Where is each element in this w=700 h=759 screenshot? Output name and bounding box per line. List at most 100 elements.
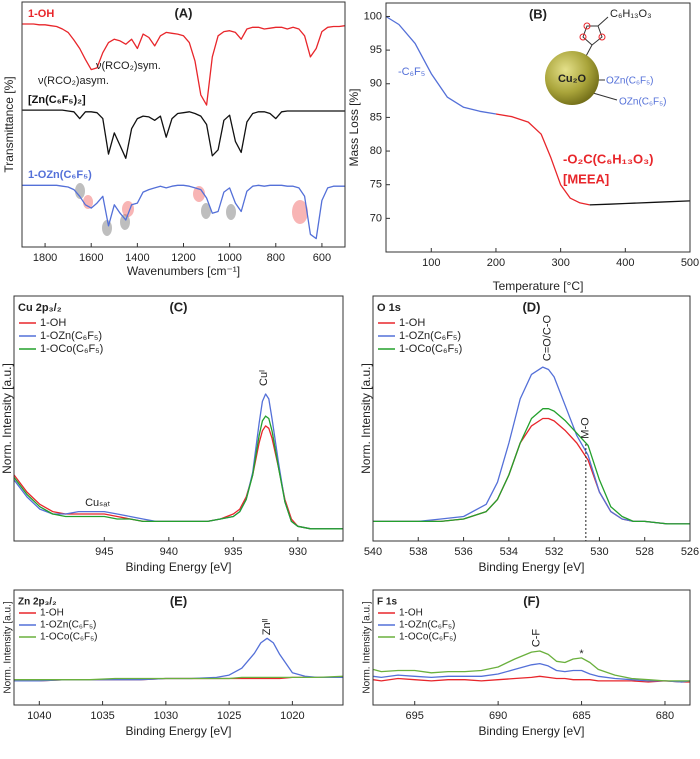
line-series xyxy=(22,184,345,240)
x-tick-label: 685 xyxy=(572,710,590,722)
x-tick-label: 935 xyxy=(224,546,242,558)
y-axis-label: Norm. Intensity [a.u.] xyxy=(3,601,14,693)
legend-label: 1-OCo(C₆F₅) xyxy=(399,632,457,643)
ring xyxy=(582,25,603,46)
line-series xyxy=(22,23,346,106)
x-tick-label: 600 xyxy=(313,252,331,264)
line-series xyxy=(385,15,497,115)
x-axis-label: Binding Energy [eV] xyxy=(478,724,584,738)
trace-label: [Zn(C₆F₅)₂] xyxy=(28,94,86,106)
highlight xyxy=(102,220,112,236)
panel-title: (F) xyxy=(523,593,540,608)
x-axis-label: Binding Energy [eV] xyxy=(125,560,231,574)
line-series xyxy=(14,675,344,681)
panel-subtitle: Cu 2p₃/₂ xyxy=(18,302,62,314)
inset-label: OZn(C₆F₅) xyxy=(606,76,654,87)
legend-label: 1-OZn(C₆F₅) xyxy=(399,620,455,631)
x-tick-label: 1400 xyxy=(125,252,149,264)
line-series xyxy=(373,366,690,525)
x-tick-label: 200 xyxy=(487,257,505,269)
x-tick-label: 536 xyxy=(454,546,472,558)
x-axis-label: Wavenumbers [cm⁻¹] xyxy=(127,264,240,278)
panel-title: (D) xyxy=(522,299,540,314)
x-tick-label: 1600 xyxy=(79,252,103,264)
x-axis-label: Binding Energy [eV] xyxy=(125,724,231,738)
x-tick-label: 100 xyxy=(422,257,440,269)
line-series xyxy=(372,675,690,683)
x-axis-label: Temperature [°C] xyxy=(493,279,584,293)
plot-frame xyxy=(13,295,344,542)
legend-label: 1-OCo(C₆F₅) xyxy=(399,343,462,355)
x-tick-label: 1030 xyxy=(154,710,178,722)
ir-highlights xyxy=(75,183,308,236)
legend-label: 1-OZn(C₆F₅) xyxy=(40,620,96,631)
legend-label: 1-OCo(C₆F₅) xyxy=(40,343,103,355)
annotation: M-O xyxy=(580,417,592,439)
inset-label: Cu₂O xyxy=(558,73,587,85)
plot-frame xyxy=(372,295,691,542)
line-series xyxy=(13,393,343,530)
x-tick-label: 1020 xyxy=(280,710,304,722)
line-series xyxy=(13,415,343,530)
x-tick-label: 940 xyxy=(160,546,178,558)
x-tick-label: 930 xyxy=(289,546,307,558)
inset: Cu₂O C₆H₁₃O₃ OZn(C₆F₅) OZn(C₆F₅) xyxy=(545,8,667,108)
line-series xyxy=(373,408,690,525)
x-tick-label: 800 xyxy=(267,252,285,264)
inset-label: OZn(C₆F₅) xyxy=(619,97,667,108)
y-tick-label: 90 xyxy=(370,78,382,90)
panel-title: (E) xyxy=(170,593,187,608)
highlight xyxy=(120,214,130,230)
bond xyxy=(597,16,609,27)
x-tick-label: 690 xyxy=(489,710,507,722)
annotation: Cuᴵ xyxy=(258,370,270,386)
x-tick-label: 300 xyxy=(551,257,569,269)
legend-label: 1-OH xyxy=(40,608,64,619)
x-tick-label: 528 xyxy=(636,546,654,558)
line-series xyxy=(373,417,690,525)
x-tick-label: 526 xyxy=(681,546,699,558)
highlight xyxy=(201,203,211,219)
panel-title: (B) xyxy=(529,6,547,21)
x-tick-label: 1035 xyxy=(90,710,114,722)
annotation: C-F xyxy=(530,629,542,648)
y-axis-label: Mass Loss [%] xyxy=(347,88,361,166)
y-axis-label: Norm. Intensity [a.u.] xyxy=(362,601,373,693)
x-tick-label: 1040 xyxy=(27,710,51,722)
line-series xyxy=(22,109,345,159)
trace-label: 1-OH xyxy=(28,8,54,20)
plot-frame xyxy=(385,2,691,253)
annotation: ν(RCO₂)sym. xyxy=(96,60,161,72)
y-tick-label: 75 xyxy=(370,179,382,191)
panel-subtitle: Zn 2p₃/₂ xyxy=(18,597,57,608)
x-tick-label: 400 xyxy=(616,257,634,269)
x-tick-label: 532 xyxy=(545,546,563,558)
oxygen xyxy=(579,33,587,41)
highlight xyxy=(193,186,205,202)
x-tick-label: 1025 xyxy=(217,710,241,722)
x-tick-label: 500 xyxy=(681,257,699,269)
inset-label: C₆H₁₃O₃ xyxy=(610,8,652,20)
bond xyxy=(592,92,618,101)
highlight xyxy=(75,183,85,199)
particle xyxy=(545,51,599,105)
highlight xyxy=(226,204,236,220)
x-tick-label: 945 xyxy=(95,546,113,558)
x-axis-label: Binding Energy [eV] xyxy=(478,560,584,574)
highlight xyxy=(292,200,308,224)
x-tick-label: 1800 xyxy=(33,252,57,264)
line-series xyxy=(589,200,691,206)
y-axis-label: Transmittance [%] xyxy=(2,76,16,172)
legend-label: 1-OH xyxy=(399,608,423,619)
y-tick-label: 70 xyxy=(370,212,382,224)
annotation: [MEEA] xyxy=(563,171,609,186)
x-tick-label: 1000 xyxy=(217,252,241,264)
annotation: -C₆F₅ xyxy=(398,66,425,78)
panel-title: (C) xyxy=(169,299,187,314)
x-tick-label: 695 xyxy=(406,710,424,722)
y-axis-label: Norm. Intensity [a.u.] xyxy=(359,363,373,474)
legend-label: 1-OH xyxy=(399,317,425,329)
trace-label: 1-OZn(C₆F₅) xyxy=(28,169,92,181)
